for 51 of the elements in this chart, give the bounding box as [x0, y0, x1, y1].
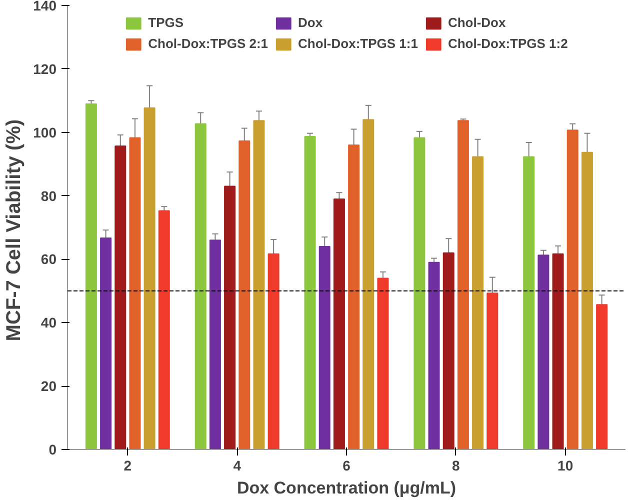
bar: [238, 140, 250, 450]
bar: [304, 136, 316, 450]
legend-label: Chol-Dox:TPGS 1:2: [448, 36, 568, 51]
y-tick-label: 120: [33, 60, 57, 77]
legend-label: Dox: [298, 15, 323, 30]
y-tick-label: 80: [40, 188, 57, 204]
bar: [428, 262, 440, 450]
y-tick-label: 100: [33, 124, 57, 140]
bar: [268, 253, 280, 450]
bar: [581, 152, 593, 450]
bar: [457, 120, 469, 450]
x-axis-title: Dox Concentration (μg/mL): [236, 478, 456, 498]
y-tick-label: 20: [40, 378, 57, 394]
bar: [566, 130, 578, 450]
bar: [194, 123, 206, 450]
y-axis-title: MCF-7 Cell Viability (%): [3, 119, 26, 342]
bar: [114, 145, 126, 450]
bar: [377, 278, 389, 450]
x-tick-label: 2: [124, 458, 132, 474]
bar: [144, 107, 156, 450]
bar: [442, 252, 454, 450]
x-tick-label: 8: [452, 458, 460, 474]
x-tick-label: 4: [233, 458, 242, 474]
bar: [348, 144, 360, 450]
bar: [523, 156, 535, 450]
bar: [472, 156, 484, 450]
legend-label: Chol-Dox:TPGS 2:1: [148, 36, 268, 51]
bar: [129, 137, 141, 450]
x-tick-label: 6: [342, 458, 351, 474]
bar: [552, 253, 564, 450]
bar: [362, 119, 374, 450]
bar: [318, 246, 330, 450]
y-tick-label: 0: [48, 442, 57, 458]
bar: [85, 103, 97, 450]
y-tick-label: 40: [40, 314, 57, 331]
bar: [333, 198, 345, 450]
legend-label: TPGS: [148, 15, 184, 30]
bar: [158, 210, 170, 450]
bar: [486, 292, 498, 450]
bar: [596, 304, 608, 450]
legend-label: Chol-Dox: [448, 15, 506, 30]
bar: [253, 120, 265, 450]
y-tick-label: 140: [33, 0, 57, 14]
bar: [100, 237, 112, 450]
bar: [414, 137, 426, 450]
bar: [538, 254, 550, 450]
bar: [209, 240, 221, 450]
x-tick-label: 10: [558, 458, 574, 474]
bar: [224, 186, 236, 450]
y-tick-label: 60: [40, 251, 57, 268]
legend-label: Chol-Dox:TPGS 1:1: [298, 36, 418, 51]
